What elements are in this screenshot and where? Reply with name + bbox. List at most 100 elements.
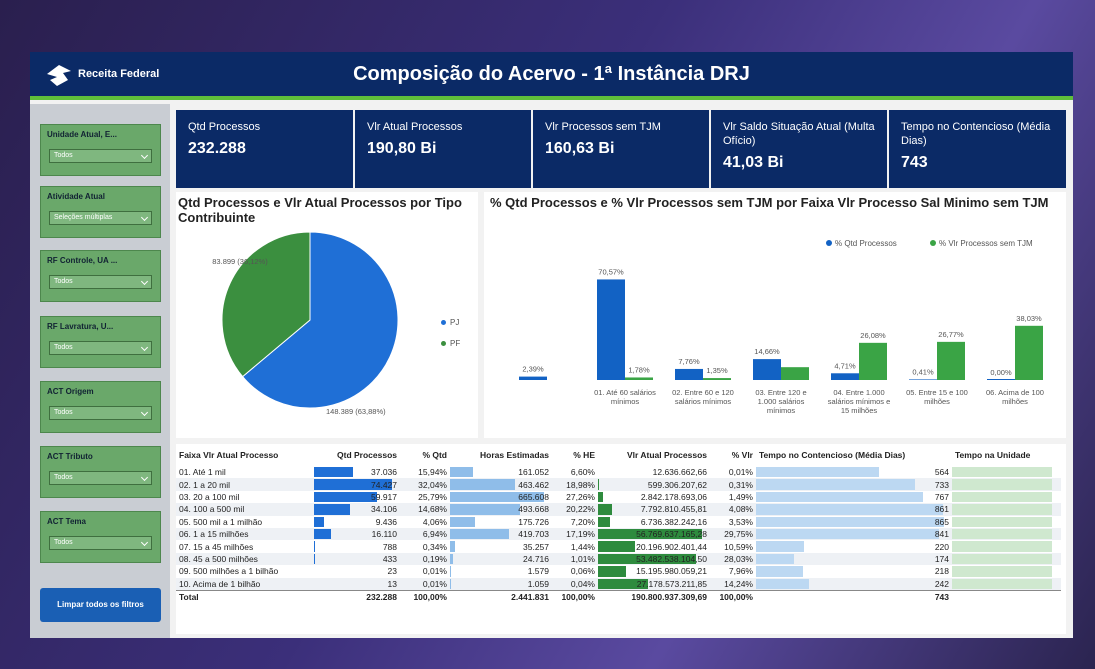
filter[interactable]: Unidade Atual, E... Todos	[40, 124, 161, 176]
table-cell: 218	[756, 565, 952, 577]
filter-label: ACT Tributo	[47, 452, 93, 461]
table-cell: 861	[756, 503, 952, 516]
table-cell	[952, 577, 1061, 591]
cell-fill	[952, 467, 1052, 478]
data-bar	[598, 528, 702, 540]
data-bar	[756, 491, 923, 503]
cell-text: 2.842.178.693,06	[640, 491, 707, 502]
cell-text: 14,24%	[724, 578, 753, 589]
cell-text: 08. 45 a 500 milhões	[179, 553, 258, 564]
table-cell: 9.436	[314, 516, 400, 528]
x-tick-label: 02. Entre 60 e 120 salários mínimos	[672, 388, 734, 406]
pie-slice	[221, 231, 311, 378]
filter[interactable]: RF Lavratura, U... Todos	[40, 316, 161, 368]
table-cell: 25,79%	[400, 491, 450, 503]
header: Receita Federal Composição do Acervo - 1…	[30, 52, 1073, 100]
legend-label: % Qtd Processos	[835, 239, 897, 248]
table-row: 10. Acima de 1 bilhão 13 0,01% 1.059 0,04% 27…	[176, 577, 1061, 591]
filter[interactable]: ACT Tema Todos	[40, 511, 161, 563]
cell-text: 0,01%	[422, 578, 447, 589]
cell-text: 0,34%	[422, 541, 447, 552]
table-cell: 175.726	[450, 516, 552, 528]
table-cell: 03. 20 a 100 mil	[176, 491, 314, 503]
clear-filters-button[interactable]: Limpar todos os filtros	[40, 588, 161, 622]
total-row: Total 232.288 100,00% 2.441.831 100,00% 190.8…	[176, 590, 1061, 603]
kpi-card: Vlr Atual Processos 190,80 Bi	[355, 110, 531, 188]
data-bar	[450, 491, 544, 503]
column-header: Tempo no Contencioso (Média Dias)	[759, 450, 906, 460]
column-header: % Vlr	[731, 450, 753, 460]
cell-text: 218	[934, 566, 949, 577]
chart-title: Qtd Processos e Vlr Atual Processos por …	[178, 195, 462, 225]
cell-text: 220	[934, 541, 949, 552]
cell-text: 1,01%	[570, 553, 595, 564]
total-cell: Total	[179, 592, 199, 603]
kpi-card: Vlr Processos sem TJM 160,63 Bi	[533, 110, 709, 188]
cell-text: 0,04%	[570, 578, 595, 589]
table-cell	[952, 466, 1061, 478]
table-cell: 09. 500 milhões a 1 bilhão	[176, 565, 314, 577]
filter[interactable]: ACT Origem Todos	[40, 381, 161, 433]
table-cell: 59.917	[314, 491, 400, 503]
cell-text: 3,53%	[728, 516, 753, 527]
data-bar	[314, 491, 377, 503]
table-cell: 3,53%	[710, 516, 756, 528]
table-cell: 7,96%	[710, 565, 756, 577]
cell-text: 53.482.538.104,50	[636, 553, 707, 564]
cell-text: 20,22%	[566, 504, 595, 515]
column-header: % HE	[573, 450, 595, 460]
bar	[1015, 325, 1043, 380]
table-cell: 4,06%	[400, 516, 450, 528]
filter[interactable]: ACT Tributo Todos	[40, 446, 161, 498]
table-row: 07. 15 a 45 milhões 788 0,34% 35.257 1,44% 20…	[176, 540, 1061, 552]
cell-text: 6,94%	[422, 529, 447, 540]
table-row: 05. 500 mil a 1 milhão 9.436 4,06% 175.726 7…	[176, 516, 1061, 528]
bar	[675, 368, 703, 380]
cell-text: 37.036	[371, 467, 397, 478]
bar	[937, 341, 965, 380]
cell-text: 01. Até 1 mil	[179, 467, 226, 478]
column-header: Vlr Atual Processos	[627, 450, 707, 460]
table-cell: 0,31%	[710, 478, 756, 491]
data-bar	[756, 479, 916, 490]
bar	[859, 342, 887, 380]
cell-text: 28,03%	[724, 553, 753, 564]
table-cell: 18,98%	[552, 478, 598, 491]
cell-text: 174	[934, 553, 949, 564]
filter-label: Unidade Atual, E...	[47, 130, 117, 139]
table-cell: 12.636.662,66	[598, 466, 710, 478]
data-label: 26,08%	[860, 331, 886, 340]
data-bar	[598, 553, 696, 565]
data-bar	[598, 578, 648, 589]
table-cell: 56.769.637.165,28	[598, 527, 710, 541]
filter[interactable]: Atividade Atual Seleções múltiplas	[40, 186, 161, 238]
data-bar	[450, 479, 516, 490]
filter-dropdown: Todos	[49, 471, 152, 485]
cell-text: 29,75%	[724, 529, 753, 540]
filter[interactable]: RF Controle, UA ... Todos	[40, 250, 161, 302]
logo-icon	[47, 65, 71, 86]
data-bar	[450, 528, 510, 540]
table-cell: 788	[314, 540, 400, 552]
cell-text: 17,19%	[566, 529, 595, 540]
table-cell: 433	[314, 552, 400, 566]
table-cell: 37.036	[314, 466, 400, 478]
table-row: 01. Até 1 mil 37.036 15,94% 161.052 6,60% 12.…	[176, 466, 1061, 478]
legend-swatch	[930, 240, 936, 246]
bar-card: % Qtd Processos e % Vlr Processos sem TJ…	[484, 192, 1066, 438]
table-cell	[952, 478, 1061, 491]
cell-text: 175.726	[518, 516, 549, 527]
bar	[831, 373, 859, 380]
table-cell: 599.306.207,62	[598, 478, 710, 491]
cell-text: 35.257	[523, 541, 549, 552]
cell-text: 0,01%	[728, 467, 753, 478]
column-header: Qtd Processos	[337, 450, 397, 460]
table-cell	[952, 540, 1061, 552]
cell-text: 0,19%	[422, 553, 447, 564]
cell-text: 16.110	[371, 529, 397, 540]
kpi-label: Vlr Processos sem TJM	[545, 121, 661, 133]
table-cell: 841	[756, 527, 952, 541]
table-cell	[952, 527, 1061, 541]
table-cell: 1.579	[450, 565, 552, 577]
